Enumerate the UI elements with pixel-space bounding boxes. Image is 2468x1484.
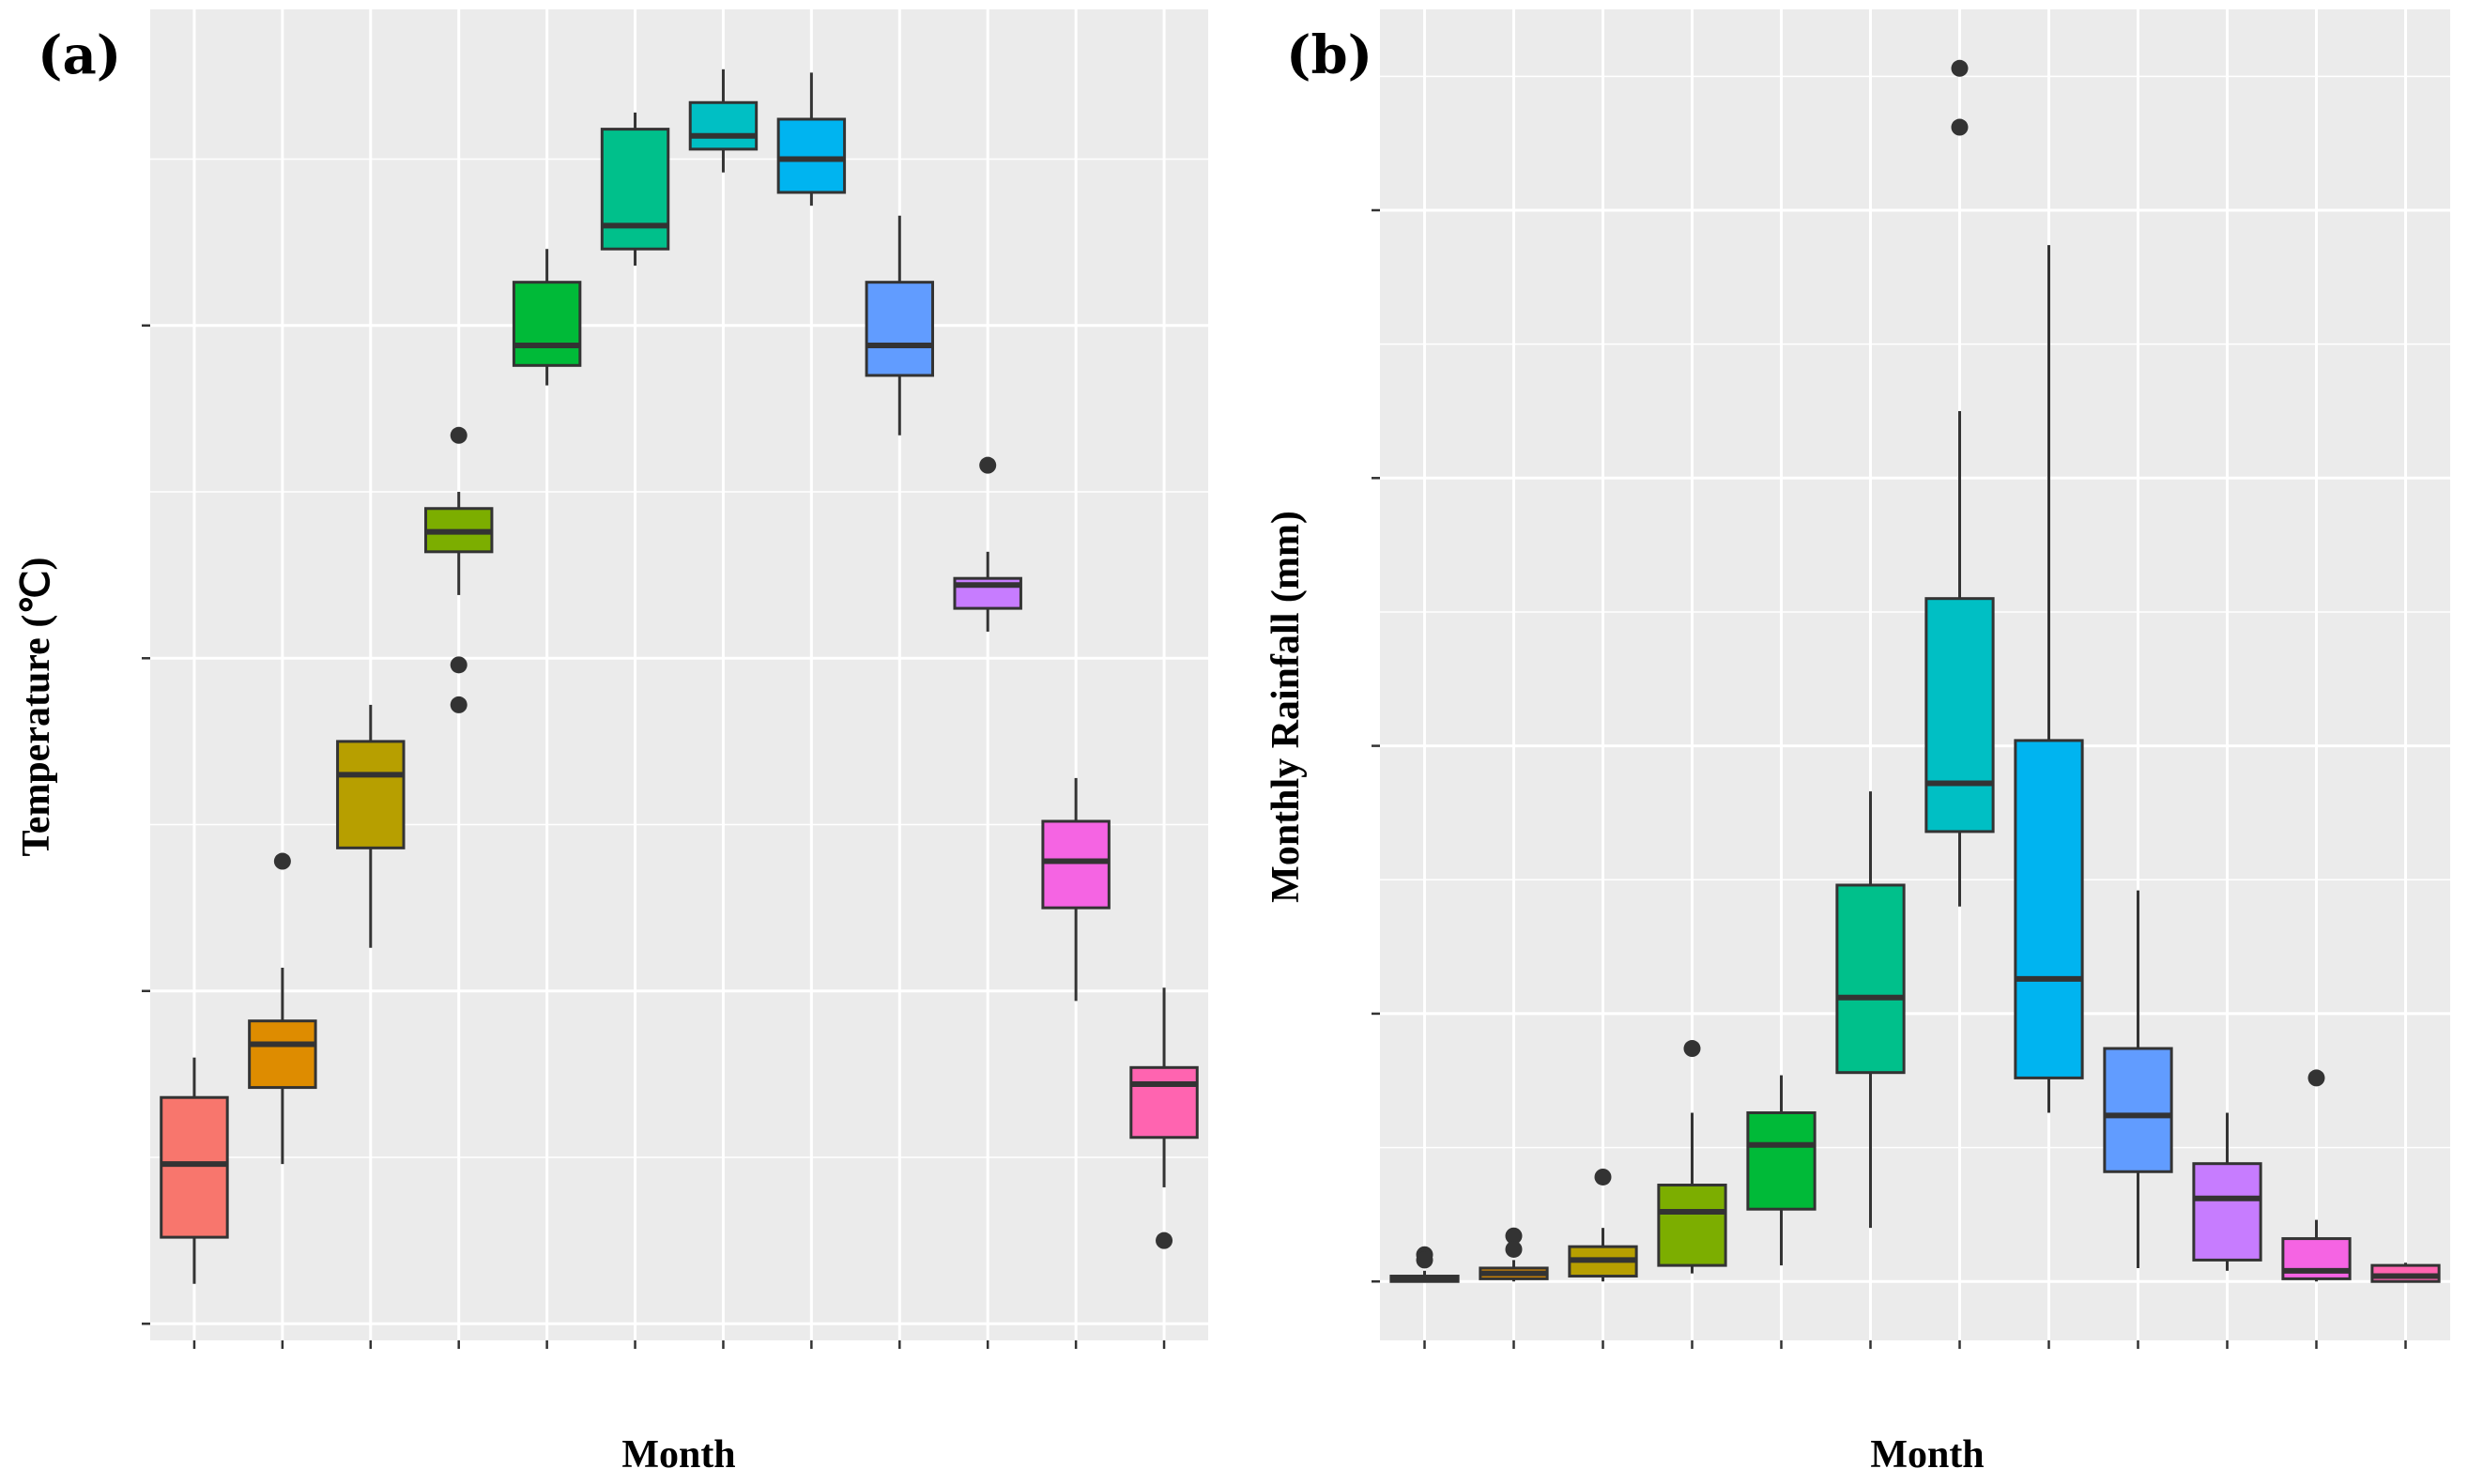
rainfall-panel: (b) Month Monthly Rainfall (mm) <box>1265 9 2450 1476</box>
box-body <box>1746 1110 1817 1211</box>
rainfall-box-aug <box>2014 245 2084 1113</box>
rainfall-box-feb <box>1479 1227 1549 1282</box>
outlier-point <box>1505 1227 1523 1245</box>
box-body <box>776 117 847 194</box>
temperature-box-aug <box>776 72 847 207</box>
box-body <box>336 740 406 849</box>
temperature-panel: (a) Month Temperature (℃) <box>15 9 1208 1476</box>
temperature-box-apr <box>423 426 494 713</box>
box-body <box>248 1019 317 1090</box>
temperature-box-mar <box>336 704 406 948</box>
temperature-box-may <box>512 249 582 386</box>
outlier-point <box>979 456 997 474</box>
box-body <box>865 281 935 377</box>
panel-a-label: (a) <box>38 24 121 86</box>
rainfall-box-jun <box>1835 791 1906 1229</box>
outlier-point <box>450 696 468 713</box>
rainfall-box-apr <box>1657 1040 1727 1274</box>
outlier-point <box>1156 1232 1173 1249</box>
temperature-y-axis-title: Temperature (℃) <box>15 558 58 857</box>
outlier-point <box>273 852 291 870</box>
outlier-point <box>1683 1040 1701 1058</box>
outlier-point <box>1951 59 1969 77</box>
box-body <box>512 281 582 367</box>
box-body <box>1129 1065 1199 1140</box>
box-body <box>2014 739 2084 1079</box>
temperature-box-feb <box>248 852 317 1165</box>
rainfall-box-oct <box>2192 1112 2262 1271</box>
temperature-box-jul <box>688 69 759 173</box>
rainfall-x-axis-title: Month <box>1870 1433 1984 1476</box>
box-body <box>160 1095 229 1239</box>
outlier-point <box>1594 1168 1612 1186</box>
temperature-box-dec <box>1129 987 1199 1249</box>
box-body <box>1835 883 1906 1075</box>
rainfall-box-jan <box>1389 1246 1460 1283</box>
box-body <box>600 128 670 251</box>
panel-b-label: (b) <box>1286 24 1372 86</box>
rainfall-box-jul <box>1924 59 1995 907</box>
temperature-box-oct <box>953 456 1022 632</box>
box-body <box>1041 819 1111 910</box>
outlier-point <box>450 656 468 674</box>
box-body <box>2192 1162 2262 1262</box>
rainfall-box-sep <box>2103 890 2173 1268</box>
rainfall-y-axis-title: Monthly Rainfall (mm) <box>1265 511 1308 903</box>
outlier-point <box>450 426 468 444</box>
temperature-panel-background <box>150 9 1208 1340</box>
temperature-box-jan <box>160 1057 229 1284</box>
temperature-box-nov <box>1041 777 1111 1002</box>
box-body <box>2103 1047 2173 1173</box>
outlier-point <box>1951 118 1969 136</box>
rainfall-plot-area <box>1372 9 2450 1349</box>
outlier-point <box>2307 1069 2325 1087</box>
temperature-x-axis-title: Month <box>621 1433 735 1476</box>
box-body <box>1657 1184 1727 1267</box>
rainfall-box-dec <box>2370 1262 2441 1283</box>
rainfall-box-nov <box>2281 1069 2352 1282</box>
box-body <box>688 100 759 151</box>
temperature-box-jun <box>600 112 670 266</box>
outlier-point <box>1505 1240 1523 1258</box>
rainfall-box-may <box>1746 1075 1817 1266</box>
outlier-point <box>1416 1251 1433 1269</box>
box-body <box>1924 597 1995 834</box>
rainfall-panel-background <box>1380 9 2450 1340</box>
temperature-box-sep <box>865 215 935 436</box>
rainfall-box-mar <box>1568 1168 1638 1282</box>
temperature-plot-area <box>142 9 1208 1349</box>
